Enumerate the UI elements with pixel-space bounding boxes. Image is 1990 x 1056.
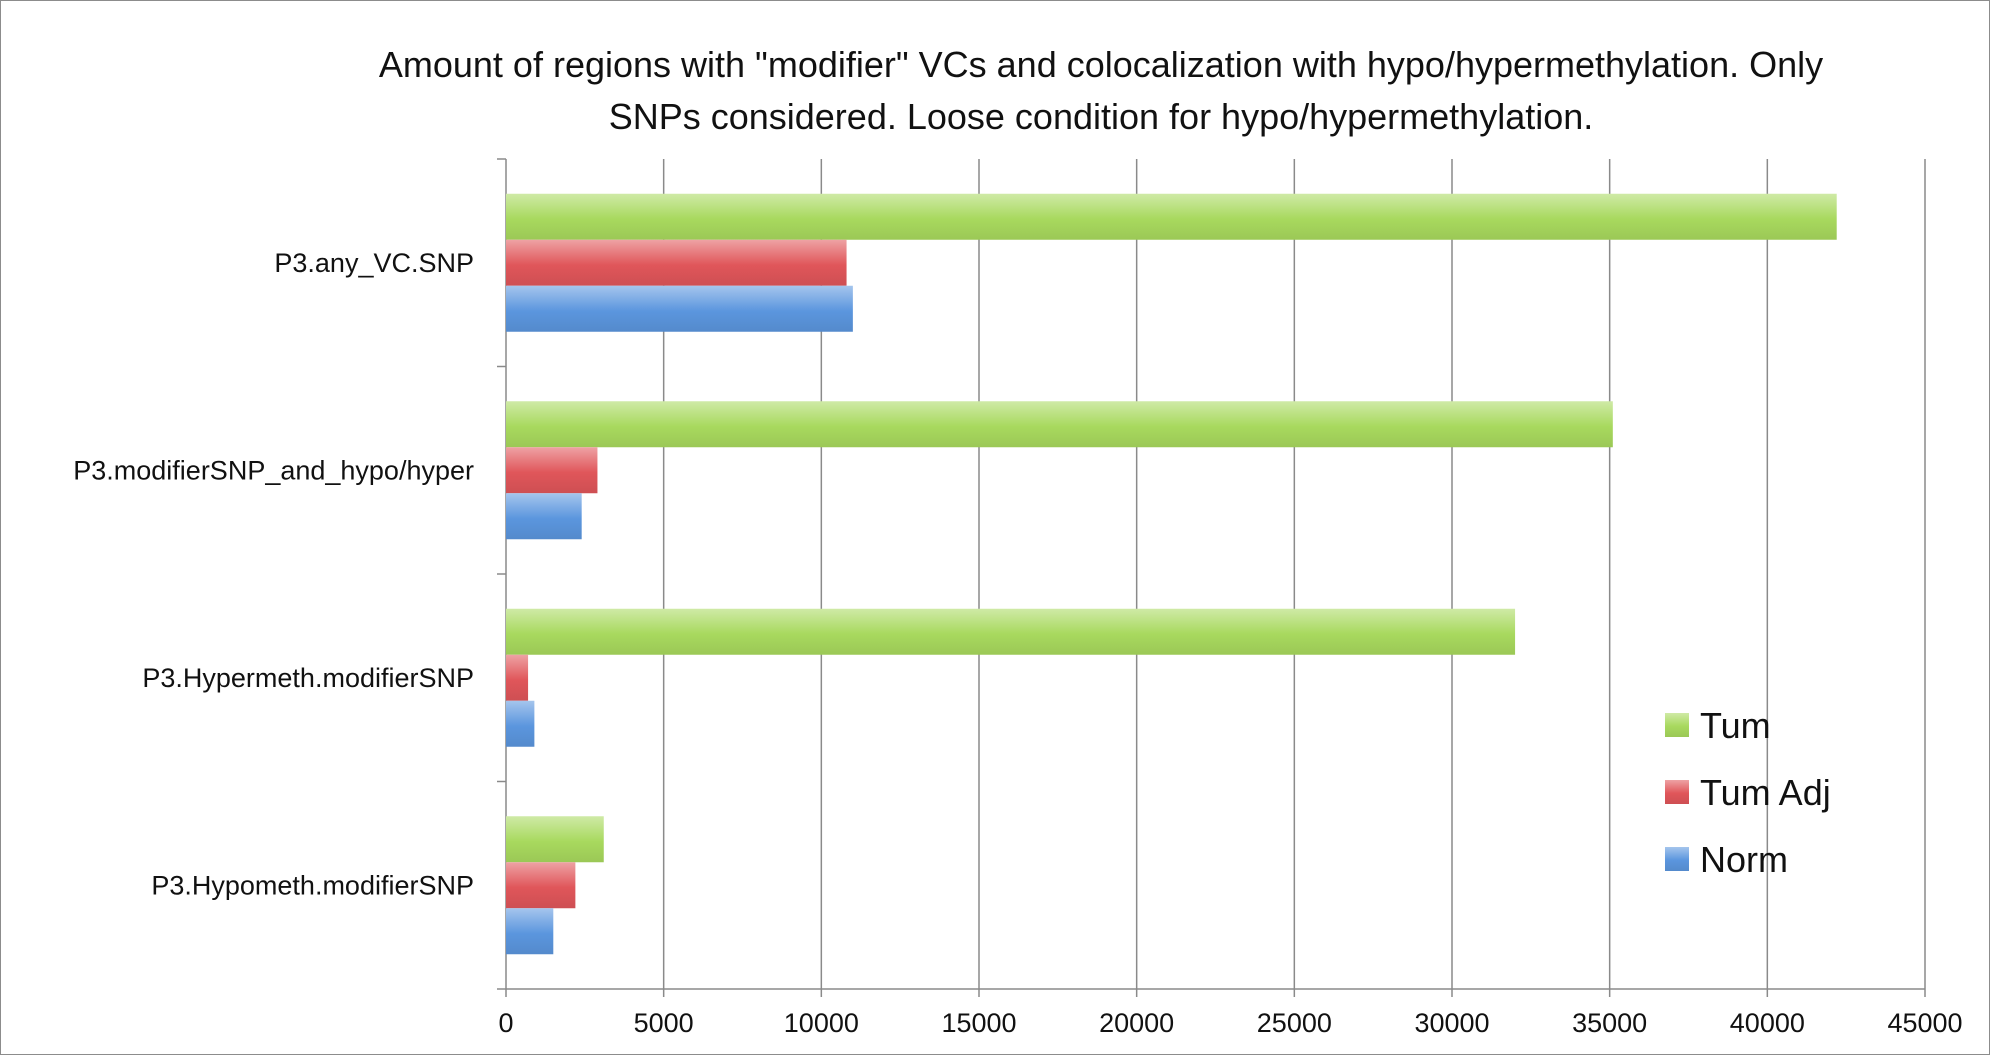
category-label-p3-hypermeth-modifiersnp: P3.Hypermeth.modifierSNP bbox=[142, 663, 474, 693]
x-tick-label-25000: 25000 bbox=[1257, 1008, 1332, 1038]
legend-label-tum-adj: Tum Adj bbox=[1700, 772, 1831, 813]
legend-swatch-tum bbox=[1665, 713, 1689, 737]
x-tick-label-10000: 10000 bbox=[784, 1008, 859, 1038]
x-tick-label-45000: 45000 bbox=[1887, 1008, 1962, 1038]
bar-tum-p3-any-vc-snp bbox=[506, 193, 1837, 240]
x-tick-label-5000: 5000 bbox=[634, 1008, 694, 1038]
category-label-p3-hypometh-modifiersnp: P3.Hypometh.modifierSNP bbox=[151, 870, 474, 900]
category-label-p3-any-vc-snp: P3.any_VC.SNP bbox=[274, 248, 474, 278]
bar-norm-p3-hypometh-modifiersnp bbox=[506, 908, 554, 955]
bar-tum-p3-hypometh-modifiersnp bbox=[506, 816, 604, 863]
legend: Tum Tum Adj Norm bbox=[1665, 705, 1831, 880]
chart-title: Amount of regions with "modifier" VCs an… bbox=[378, 44, 1824, 137]
legend-swatch-tum-adj bbox=[1665, 780, 1689, 804]
legend-label-norm: Norm bbox=[1700, 839, 1788, 880]
bar-norm-p3-modifiersnp-and-hypo-hyper bbox=[506, 493, 582, 540]
x-tick-label-30000: 30000 bbox=[1414, 1008, 1489, 1038]
labels: 0 5000 10000 15000 20000 25000 30000 35000 40000… bbox=[73, 248, 1962, 1038]
x-tick-label-15000: 15000 bbox=[941, 1008, 1016, 1038]
bar-norm-p3-any-vc-snp bbox=[506, 285, 853, 332]
bar-tum-adj-p3-any-vc-snp bbox=[506, 239, 847, 286]
bar-tum-adj-p3-hypometh-modifiersnp bbox=[506, 862, 576, 909]
x-tick-label-35000: 35000 bbox=[1572, 1008, 1647, 1038]
legend-swatch-norm bbox=[1665, 847, 1689, 871]
category-label-p3-modifiersnp-and-hypo-hyper: P3.modifierSNP_and_hypo/hyper bbox=[73, 455, 474, 485]
legend-label-tum: Tum bbox=[1700, 705, 1771, 746]
bars bbox=[506, 193, 1837, 955]
x-tick-label-40000: 40000 bbox=[1730, 1008, 1805, 1038]
bar-tum-p3-hypermeth-modifiersnp bbox=[506, 608, 1516, 655]
x-tick-label-20000: 20000 bbox=[1099, 1008, 1174, 1038]
bar-tum-p3-modifiersnp-and-hypo-hyper bbox=[506, 401, 1613, 448]
bar-tum-adj-p3-hypermeth-modifiersnp bbox=[506, 654, 529, 701]
bar-tum-adj-p3-modifiersnp-and-hypo-hyper bbox=[506, 447, 598, 494]
bar-norm-p3-hypermeth-modifiersnp bbox=[506, 700, 535, 747]
x-tick-label-0: 0 bbox=[498, 1008, 513, 1038]
